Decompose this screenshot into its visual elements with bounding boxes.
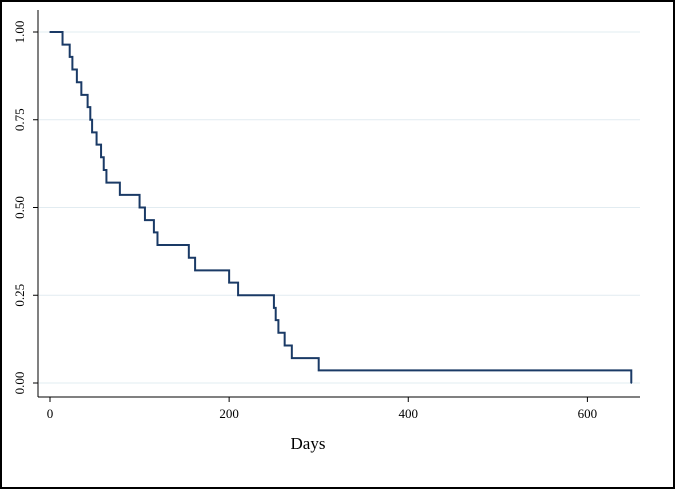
- x-tick-label: 400: [399, 406, 419, 421]
- survival-point: [80, 94, 83, 96]
- survival-point: [76, 81, 78, 83]
- survival-point: [291, 357, 293, 359]
- survival-point: [102, 169, 105, 171]
- survival-point: [71, 68, 74, 71]
- x-tick-label: 600: [578, 406, 598, 421]
- y-tick-label: 1.00: [12, 21, 27, 44]
- survival-point: [283, 344, 286, 347]
- survival-point: [630, 382, 633, 384]
- survival-point: [105, 181, 108, 184]
- survival-point: [49, 31, 51, 33]
- survival-point: [138, 206, 141, 209]
- survival-point: [153, 231, 155, 234]
- survival-point: [89, 118, 92, 121]
- survival-point: [237, 294, 239, 297]
- x-tick-label: 200: [219, 406, 239, 421]
- survival-point: [91, 131, 93, 134]
- survival-point: [144, 219, 146, 221]
- survival-point: [317, 369, 320, 372]
- y-tick-label: 0.75: [12, 108, 27, 131]
- survival-point: [188, 256, 190, 259]
- y-tick-label: 0.00: [12, 372, 27, 395]
- survival-point: [100, 156, 102, 159]
- y-tick-label: 0.50: [12, 196, 27, 219]
- survival-point: [273, 307, 275, 309]
- x-tick-label: 0: [47, 406, 54, 421]
- survival-point: [274, 319, 277, 321]
- survival-point: [277, 332, 280, 334]
- y-tick-label: 0.25: [12, 284, 27, 307]
- axes: 0.00 0.25 0.50 0.75 1.00 0 200 400 600: [12, 10, 640, 421]
- gridlines: [39, 31, 640, 384]
- survival-point: [156, 244, 159, 246]
- survival-point: [194, 269, 196, 272]
- x-axis-title: Days: [291, 434, 326, 453]
- survival-point: [86, 106, 89, 108]
- survival-point: [119, 194, 121, 196]
- survival-point: [228, 281, 230, 284]
- survival-point: [61, 43, 64, 46]
- series-layer: [49, 31, 633, 384]
- survival-point: [95, 143, 98, 146]
- survival-point: [68, 56, 71, 58]
